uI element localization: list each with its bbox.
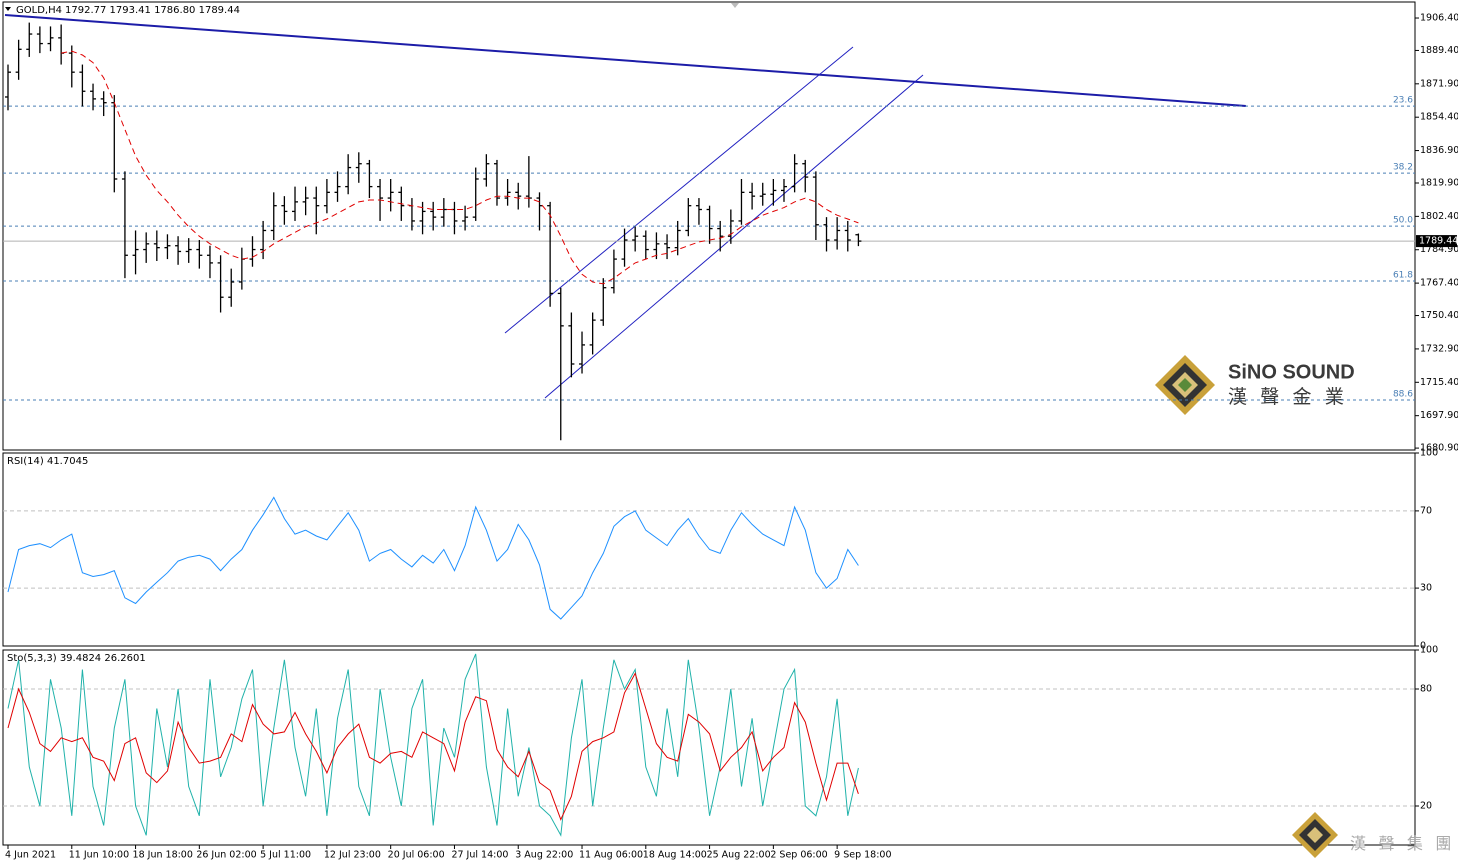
x-tick-label: 18 Aug 14:00 bbox=[643, 850, 707, 861]
y-tick-label: 80 bbox=[1420, 684, 1432, 695]
x-tick-label: 11 Aug 06:00 bbox=[579, 850, 643, 861]
fib-level-label: 23.6 bbox=[1393, 96, 1413, 106]
ohlc-label: 1792.77 1793.41 1786.80 1789.44 bbox=[65, 5, 240, 16]
sto-panel bbox=[2, 649, 1416, 846]
fib-level-label: 88.6 bbox=[1393, 390, 1413, 400]
price-box bbox=[1416, 235, 1457, 248]
y-tick-label: 1819.90 bbox=[1420, 177, 1458, 188]
symbol-label: GOLD,H4 bbox=[16, 5, 62, 16]
indicator-line bbox=[7, 672, 859, 821]
fib-level-label: 61.8 bbox=[1393, 271, 1413, 281]
y-tick-label: 20 bbox=[1420, 801, 1432, 812]
trend-line bbox=[4, 14, 1247, 107]
y-tick-label: 1906.40 bbox=[1420, 13, 1458, 24]
x-tick-label: 4 Jun 2021 bbox=[5, 850, 56, 861]
indicator-line bbox=[7, 653, 859, 837]
y-tick-label: 100 bbox=[1420, 645, 1438, 656]
shift-marker bbox=[731, 3, 739, 8]
x-tick-label: 18 Jun 18:00 bbox=[133, 850, 193, 861]
watermark-subtitle: 漢 聲 金 業 bbox=[1228, 386, 1348, 408]
y-tick-label: 1750.40 bbox=[1420, 310, 1458, 321]
fib-level-label: 50.0 bbox=[1393, 216, 1413, 226]
x-tick-label: 2 Sep 06:00 bbox=[770, 850, 827, 861]
y-tick-label: 1715.40 bbox=[1420, 377, 1458, 388]
y-tick-label: 1697.90 bbox=[1420, 410, 1458, 421]
x-tick-label: 11 Jun 10:00 bbox=[69, 850, 129, 861]
y-tick-label: 1802.40 bbox=[1420, 211, 1458, 222]
x-tick-label: 5 Jul 11:00 bbox=[260, 850, 311, 861]
rsi-panel bbox=[2, 452, 1416, 647]
y-tick-label: 1732.90 bbox=[1420, 343, 1458, 354]
y-tick-label: 1889.40 bbox=[1420, 45, 1458, 56]
y-tick-label: 1767.40 bbox=[1420, 278, 1458, 289]
y-tick-label: 1836.90 bbox=[1420, 145, 1458, 156]
menu-arrow bbox=[5, 7, 11, 11]
y-tick-label: 100 bbox=[1420, 448, 1438, 459]
fib-level-label: 38.2 bbox=[1393, 163, 1413, 173]
moving-average bbox=[61, 50, 859, 285]
rsi-title: RSI(14) 41.7045 bbox=[7, 456, 88, 467]
x-tick-label: 26 Jun 02:00 bbox=[196, 850, 256, 861]
x-tick-label: 12 Jul 23:00 bbox=[324, 850, 381, 861]
channel-line bbox=[504, 46, 854, 334]
sto-title: Sto(5,3,3) 39.4824 26.2601 bbox=[7, 653, 146, 664]
footer-logo bbox=[1292, 812, 1338, 858]
y-tick-label: 1784.90 bbox=[1420, 244, 1458, 255]
x-tick-label: 20 Jul 06:00 bbox=[388, 850, 445, 861]
watermark-brand: SiNO SOUND bbox=[1228, 361, 1355, 383]
y-tick-label: 30 bbox=[1420, 583, 1432, 594]
x-tick-label: 3 Aug 22:00 bbox=[515, 850, 573, 861]
x-tick-label: 27 Jul 14:00 bbox=[451, 850, 508, 861]
y-tick-label: 1680.90 bbox=[1420, 443, 1458, 454]
y-tick-label: 70 bbox=[1420, 505, 1432, 516]
y-tick-label: 0 bbox=[1420, 641, 1426, 652]
footer-brand: 漢 聲 集 團 bbox=[1350, 835, 1455, 853]
indicator-line bbox=[7, 496, 859, 620]
y-tick-label: 1871.90 bbox=[1420, 78, 1458, 89]
x-tick-label: 25 Aug 22:00 bbox=[707, 850, 771, 861]
y-tick-label: 1854.40 bbox=[1420, 112, 1458, 123]
channel-line bbox=[544, 74, 924, 399]
price-box-label: 1789.44 bbox=[1419, 236, 1458, 247]
x-tick-label: 9 Sep 18:00 bbox=[834, 850, 891, 861]
